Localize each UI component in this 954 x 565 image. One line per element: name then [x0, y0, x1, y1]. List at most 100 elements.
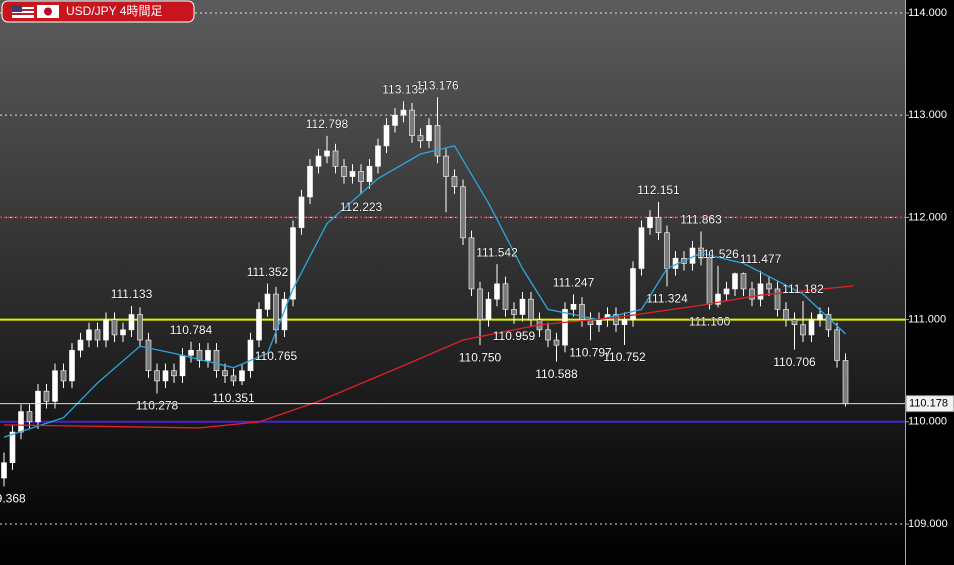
candle-body: [273, 293, 279, 331]
price-annotation: 111.477: [740, 252, 782, 266]
candle-body: [468, 237, 475, 290]
candle-body: [349, 171, 356, 177]
y-tick-label: 109.000: [908, 518, 948, 530]
price-annotation: 110.706: [773, 355, 816, 369]
candle-body: [35, 390, 41, 423]
candle-body: [664, 232, 670, 269]
moving-average-line: [3, 145, 846, 438]
price-annotation: 113.176: [416, 78, 459, 92]
price-annotation: 110.588: [535, 367, 578, 381]
candle-body: [1, 462, 7, 479]
price-annotation: 111.100: [689, 315, 731, 329]
candle-body: [740, 273, 747, 290]
candle-body: [383, 125, 390, 147]
candle-body: [528, 298, 534, 320]
candle-body: [766, 283, 772, 290]
candle-body: [842, 360, 849, 404]
candle-body: [783, 309, 789, 320]
plot-layer: 109.368 111.133 110.278 110.784 110.351 111.3…: [0, 12, 905, 525]
candle-body: [511, 309, 517, 315]
candle-body: [545, 329, 551, 341]
candle-body: [324, 150, 330, 157]
candle-body: [9, 431, 16, 463]
candle-body: [426, 125, 432, 142]
price-annotation: 110.351: [212, 391, 255, 405]
candle-body: [298, 196, 305, 228]
candle-body: [596, 319, 602, 326]
candle-body: [562, 309, 568, 346]
candle-body: [43, 390, 50, 402]
y-tick-label: 112.000: [908, 211, 947, 223]
candle-body: [621, 319, 628, 326]
y-tick-label: 110.000: [908, 416, 947, 428]
candle-body: [392, 114, 398, 126]
candle-body: [638, 227, 645, 269]
candle-body: [94, 329, 101, 341]
candle-body: [171, 370, 177, 377]
candle-body: [196, 349, 203, 361]
price-annotation: 111.863: [680, 213, 722, 227]
us-flag-stripe: [12, 9, 34, 11]
candle-body: [230, 375, 237, 382]
candle-body: [409, 109, 415, 136]
candle-body: [579, 303, 585, 320]
current-price-label: 110.178: [909, 398, 948, 410]
candle-body: [800, 324, 806, 336]
us-flag-stripe: [12, 5, 34, 7]
candle-body: [145, 339, 152, 372]
candle-body: [103, 319, 109, 341]
candle-body: [791, 319, 798, 326]
candle-body: [128, 314, 135, 331]
candle-body: [485, 298, 492, 320]
candle-body: [749, 288, 755, 300]
candle-body: [715, 293, 721, 305]
price-annotation: 111.526: [697, 247, 739, 261]
candle-body: [332, 150, 339, 167]
price-annotation: 110.750: [459, 350, 502, 364]
candle-body: [86, 329, 92, 341]
candle-body: [111, 319, 118, 336]
candle-body: [477, 288, 483, 320]
y-tick-label: 114.000: [908, 7, 947, 19]
price-annotation: 113.135: [382, 83, 425, 97]
candle-body: [494, 283, 500, 300]
us-flag-stripe: [12, 13, 34, 15]
candle-body: [307, 165, 313, 198]
candle-body: [434, 125, 441, 157]
price-annotation: 111.352: [247, 265, 289, 279]
candle-body: [18, 411, 24, 433]
candle-body: [52, 370, 58, 402]
candle-body: [808, 319, 815, 336]
jp-flag-sun: [44, 7, 52, 16]
candle-body: [290, 227, 296, 300]
candle-body: [834, 329, 840, 361]
candle-body: [239, 370, 245, 382]
candle-body: [502, 283, 509, 310]
candle-body: [341, 165, 347, 177]
candle-body: [553, 339, 560, 346]
price-annotation: 111.133: [111, 287, 153, 301]
candle-body: [375, 145, 381, 167]
price-annotation: 112.151: [637, 183, 680, 197]
price-annotation: 110.959: [493, 329, 536, 343]
candle-body: [443, 155, 449, 177]
plot-background: [0, 0, 905, 565]
candle-body: [264, 293, 271, 310]
candle-body: [188, 349, 194, 356]
current-price-box: [905, 395, 954, 413]
candle-body: [417, 135, 424, 142]
price-annotation: 111.182: [782, 282, 824, 296]
candle-body: [630, 268, 636, 320]
candle-body: [256, 309, 262, 341]
price-annotation: 109.368: [0, 492, 26, 506]
price-annotation: 110.752: [603, 350, 646, 364]
candle-body: [400, 109, 407, 116]
price-annotation: 110.765: [255, 349, 298, 363]
candle-body: [519, 298, 526, 315]
candle-body: [451, 176, 458, 188]
candle-body: [205, 349, 211, 361]
candle-body: [774, 288, 781, 310]
y-tick-label: 111.000: [908, 314, 946, 326]
candle-body: [655, 217, 662, 234]
